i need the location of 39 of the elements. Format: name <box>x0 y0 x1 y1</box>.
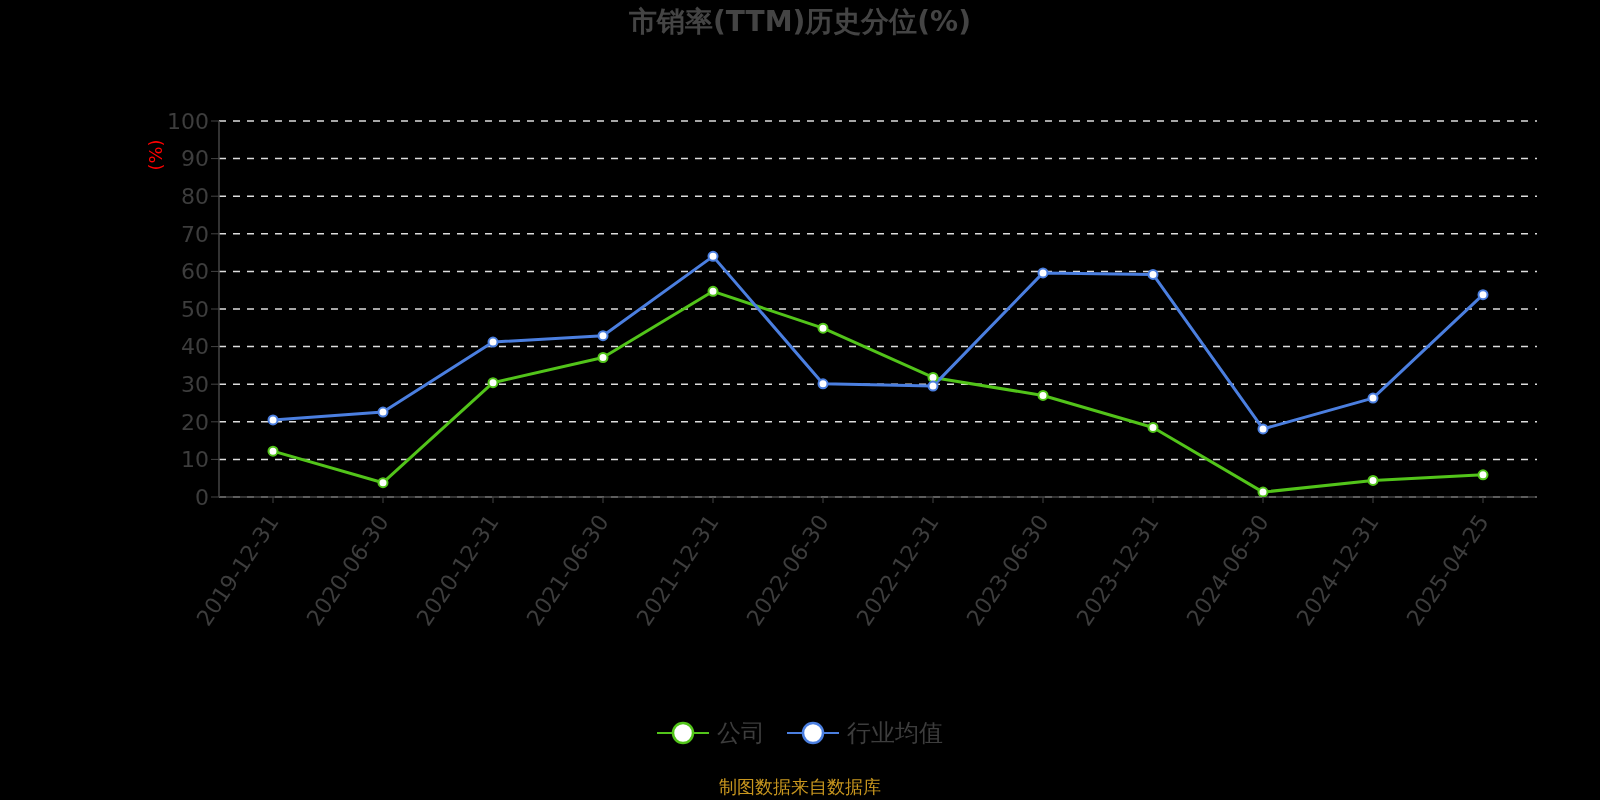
chart-title: 市销率(TTM)历史分位(%) <box>628 4 972 40</box>
point <box>1147 268 1159 280</box>
y-tick-label: 100 <box>167 108 209 134</box>
y-tick-label: 0 <box>195 484 209 510</box>
text: 制图数据来自数据库 <box>718 776 882 798</box>
legend-label: 行业均值 <box>847 718 943 748</box>
point <box>707 285 719 297</box>
point <box>597 330 609 342</box>
y-tick-label: 80 <box>181 184 209 210</box>
y-tick-label: 20 <box>181 409 209 435</box>
point <box>1477 289 1489 301</box>
point <box>927 380 939 392</box>
point <box>1037 267 1049 279</box>
point <box>267 445 279 457</box>
point <box>1257 423 1269 435</box>
point <box>1147 421 1159 433</box>
point <box>487 336 499 348</box>
point <box>1367 474 1379 486</box>
point <box>1477 469 1489 481</box>
point <box>1367 392 1379 404</box>
point <box>707 250 719 262</box>
y-tick-label: 60 <box>181 259 209 285</box>
point <box>817 378 829 390</box>
point <box>817 322 829 334</box>
point <box>1037 389 1049 401</box>
point <box>487 377 499 389</box>
point <box>597 352 609 363</box>
point <box>377 406 389 418</box>
legend-label: 公司 <box>717 718 765 748</box>
y-tick-label: 30 <box>181 372 209 398</box>
y-tick-label: 90 <box>181 146 209 172</box>
y-tick-label: 40 <box>181 334 209 360</box>
point <box>1257 486 1269 497</box>
y-tick-label: 50 <box>181 296 209 322</box>
y-tick-label: 10 <box>181 447 209 473</box>
point <box>267 414 279 426</box>
y-tick-label: 70 <box>181 221 209 247</box>
y-axis-title: (%) <box>144 139 166 171</box>
point <box>377 477 389 489</box>
